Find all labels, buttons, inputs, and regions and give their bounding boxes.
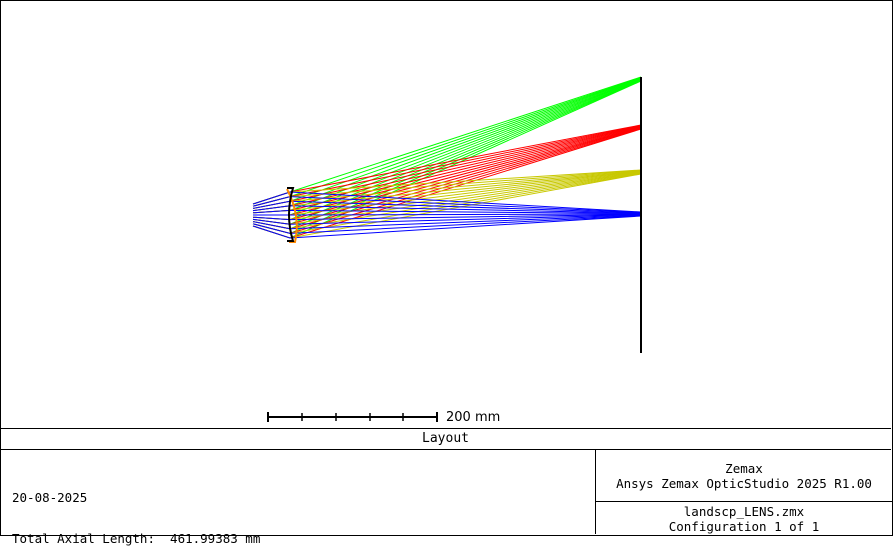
info-panel-left: 20-08-2025 Total Axial Length: 461.99383… bbox=[12, 464, 260, 559]
scale-bar bbox=[267, 412, 438, 422]
ray-line bbox=[252, 215, 642, 239]
title-bar: Layout bbox=[0, 428, 891, 450]
file-name-text: landscp_LENS.zmx bbox=[683, 504, 805, 519]
software-info: Zemax Ansys Zemax OpticStudio 2025 R1.00 bbox=[596, 449, 892, 502]
vendor-text: Zemax bbox=[725, 461, 763, 476]
configuration-text: Configuration 1 of 1 bbox=[668, 519, 820, 534]
file-info: landscp_LENS.zmx Configuration 1 of 1 bbox=[596, 502, 892, 534]
lens-front-surface bbox=[287, 187, 295, 242]
axial-length-text: Total Axial Length: 461.99383 mm bbox=[12, 530, 261, 546]
software-text: Ansys Zemax OpticStudio 2025 R1.00 bbox=[616, 476, 872, 491]
lens-back-surface bbox=[286, 188, 298, 243]
ray-line bbox=[252, 191, 642, 213]
ray-bundles bbox=[252, 76, 642, 239]
ray-trace-plot bbox=[252, 76, 642, 422]
plot-title: Layout bbox=[422, 431, 469, 446]
scale-bar-label: 200 mm bbox=[446, 410, 501, 425]
date-text: 20-08-2025 bbox=[12, 490, 88, 505]
info-panel-right: Zemax Ansys Zemax OpticStudio 2025 R1.00… bbox=[595, 449, 892, 534]
